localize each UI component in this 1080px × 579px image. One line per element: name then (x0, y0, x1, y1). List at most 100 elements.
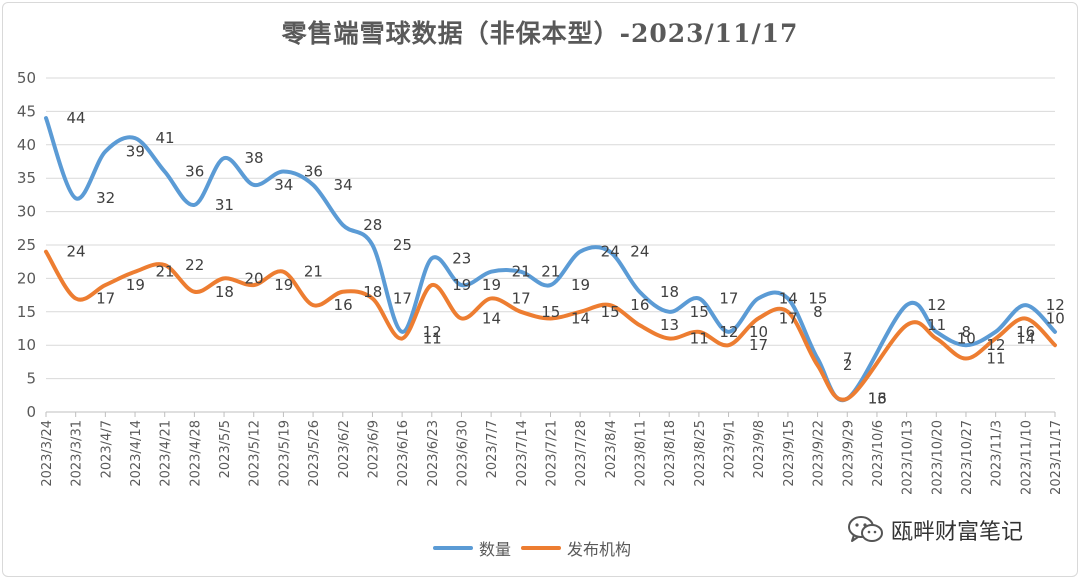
data-label: 41 (155, 129, 174, 147)
legend-label-quantity: 数量 (479, 540, 512, 559)
legend-swatch-quantity (433, 546, 473, 550)
data-label: 14 (1016, 330, 1035, 348)
y-tick-label: 45 (17, 102, 36, 120)
y-tick-label: 25 (17, 236, 36, 254)
data-label: 20 (245, 269, 264, 287)
data-label: 12 (1046, 296, 1065, 314)
data-label: 11 (423, 330, 442, 348)
data-label: 24 (66, 243, 85, 261)
x-tick-label: 2023/4/7 (99, 420, 114, 478)
data-label: 14 (482, 309, 501, 327)
y-tick-label: 0 (26, 403, 36, 421)
data-label: 17 (719, 289, 738, 307)
data-label: 22 (185, 256, 204, 274)
x-tick-label: 2023/8/25 (693, 420, 708, 487)
chart-legend: 数量 发布机构 (433, 537, 641, 559)
data-label: 19 (571, 276, 590, 294)
x-tick-label: 2023/11/3 (990, 420, 1005, 487)
y-tick-label: 35 (17, 169, 36, 187)
x-tick-label: 2023/4/14 (129, 420, 144, 487)
x-tick-label: 2023/5/19 (277, 420, 292, 487)
data-label: 21 (512, 263, 531, 281)
data-label: 34 (334, 176, 353, 194)
data-label: 32 (96, 189, 115, 207)
data-label: 17 (779, 309, 798, 327)
data-label: 12 (927, 296, 946, 314)
data-label: 7 (843, 350, 853, 368)
data-label: 13 (660, 316, 679, 334)
x-tick-label: 2023/8/18 (663, 420, 678, 487)
data-label: 14 (779, 289, 798, 307)
x-tick-label: 2023/11/17 (1049, 420, 1064, 495)
x-tick-label: 2023/5/26 (307, 420, 322, 487)
data-label: 8 (962, 323, 972, 341)
data-label: 17 (393, 289, 412, 307)
x-tick-label: 2023/7/21 (545, 420, 560, 487)
y-tick-label: 5 (26, 370, 36, 388)
x-tick-label: 2023/9/22 (812, 420, 827, 487)
watermark: 瓯畔财富笔记 (847, 510, 1023, 550)
data-label: 21 (155, 263, 174, 281)
x-tick-label: 2023/11/10 (1019, 420, 1034, 495)
data-label: 36 (185, 163, 204, 181)
y-tick-label: 50 (17, 69, 36, 87)
x-tick-label: 2023/6/16 (396, 420, 411, 487)
data-label: 36 (304, 163, 323, 181)
data-label: 16 (334, 296, 353, 314)
data-label: 15 (808, 289, 827, 307)
data-label: 10 (957, 330, 976, 348)
data-label: 28 (363, 216, 382, 234)
data-label: 25 (393, 236, 412, 254)
x-tick-label: 2023/8/4 (604, 420, 619, 478)
watermark-text: 瓯畔财富笔记 (891, 520, 1024, 545)
legend-swatch-issuers (521, 546, 562, 550)
x-tick-label: 2023/9/1 (723, 420, 738, 478)
data-label: 19 (482, 276, 501, 294)
x-tick-label: 2023/6/2 (337, 420, 352, 478)
data-label: 13 (868, 390, 887, 408)
data-label: 12 (719, 323, 738, 341)
x-tick-label: 2023/5/5 (218, 420, 233, 478)
data-label: 11 (986, 350, 1005, 368)
data-label: 23 (452, 249, 471, 267)
x-tick-label: 2023/7/14 (515, 420, 530, 487)
data-label: 8 (813, 303, 823, 321)
x-tick-label: 2023/10/20 (930, 420, 945, 495)
data-label: 14 (571, 309, 590, 327)
data-label: 21 (304, 263, 323, 281)
y-tick-label: 10 (17, 336, 36, 354)
x-tick-label: 2023/6/23 (426, 420, 441, 487)
data-label: 16 (868, 390, 887, 408)
data-label: 12 (986, 336, 1005, 354)
data-label: 17 (749, 336, 768, 354)
legend-item-quantity: 数量 (433, 536, 511, 560)
series-line-issuers (44, 249, 1057, 402)
data-label: 34 (274, 176, 293, 194)
wechat-icon (848, 516, 883, 542)
data-label: 24 (601, 243, 620, 261)
x-tick-label: 2023/4/28 (188, 420, 203, 487)
y-tick-label: 20 (17, 269, 36, 287)
data-label: 11 (927, 316, 946, 334)
data-label: 15 (690, 303, 709, 321)
data-label: 24 (630, 243, 649, 261)
data-label: 21 (541, 263, 560, 281)
data-label: 31 (215, 196, 234, 214)
legend-label-issuers: 发布机构 (567, 540, 632, 559)
chart-title: 零售端雪球数据（非保本型）-2023/11/17 (281, 19, 799, 48)
data-label: 39 (126, 142, 145, 160)
data-label: 19 (452, 276, 471, 294)
x-tick-label: 2023/9/8 (752, 420, 767, 478)
data-label: 19 (274, 276, 293, 294)
data-label: 17 (96, 289, 115, 307)
data-label: 19 (126, 276, 145, 294)
series-line-quantity (44, 116, 1057, 403)
data-label: 11 (690, 330, 709, 348)
data-label: 16 (630, 296, 649, 314)
data-label: 18 (363, 283, 382, 301)
x-tick-label: 2023/9/15 (782, 420, 797, 487)
data-label: 10 (749, 323, 768, 341)
data-label: 18 (660, 283, 679, 301)
